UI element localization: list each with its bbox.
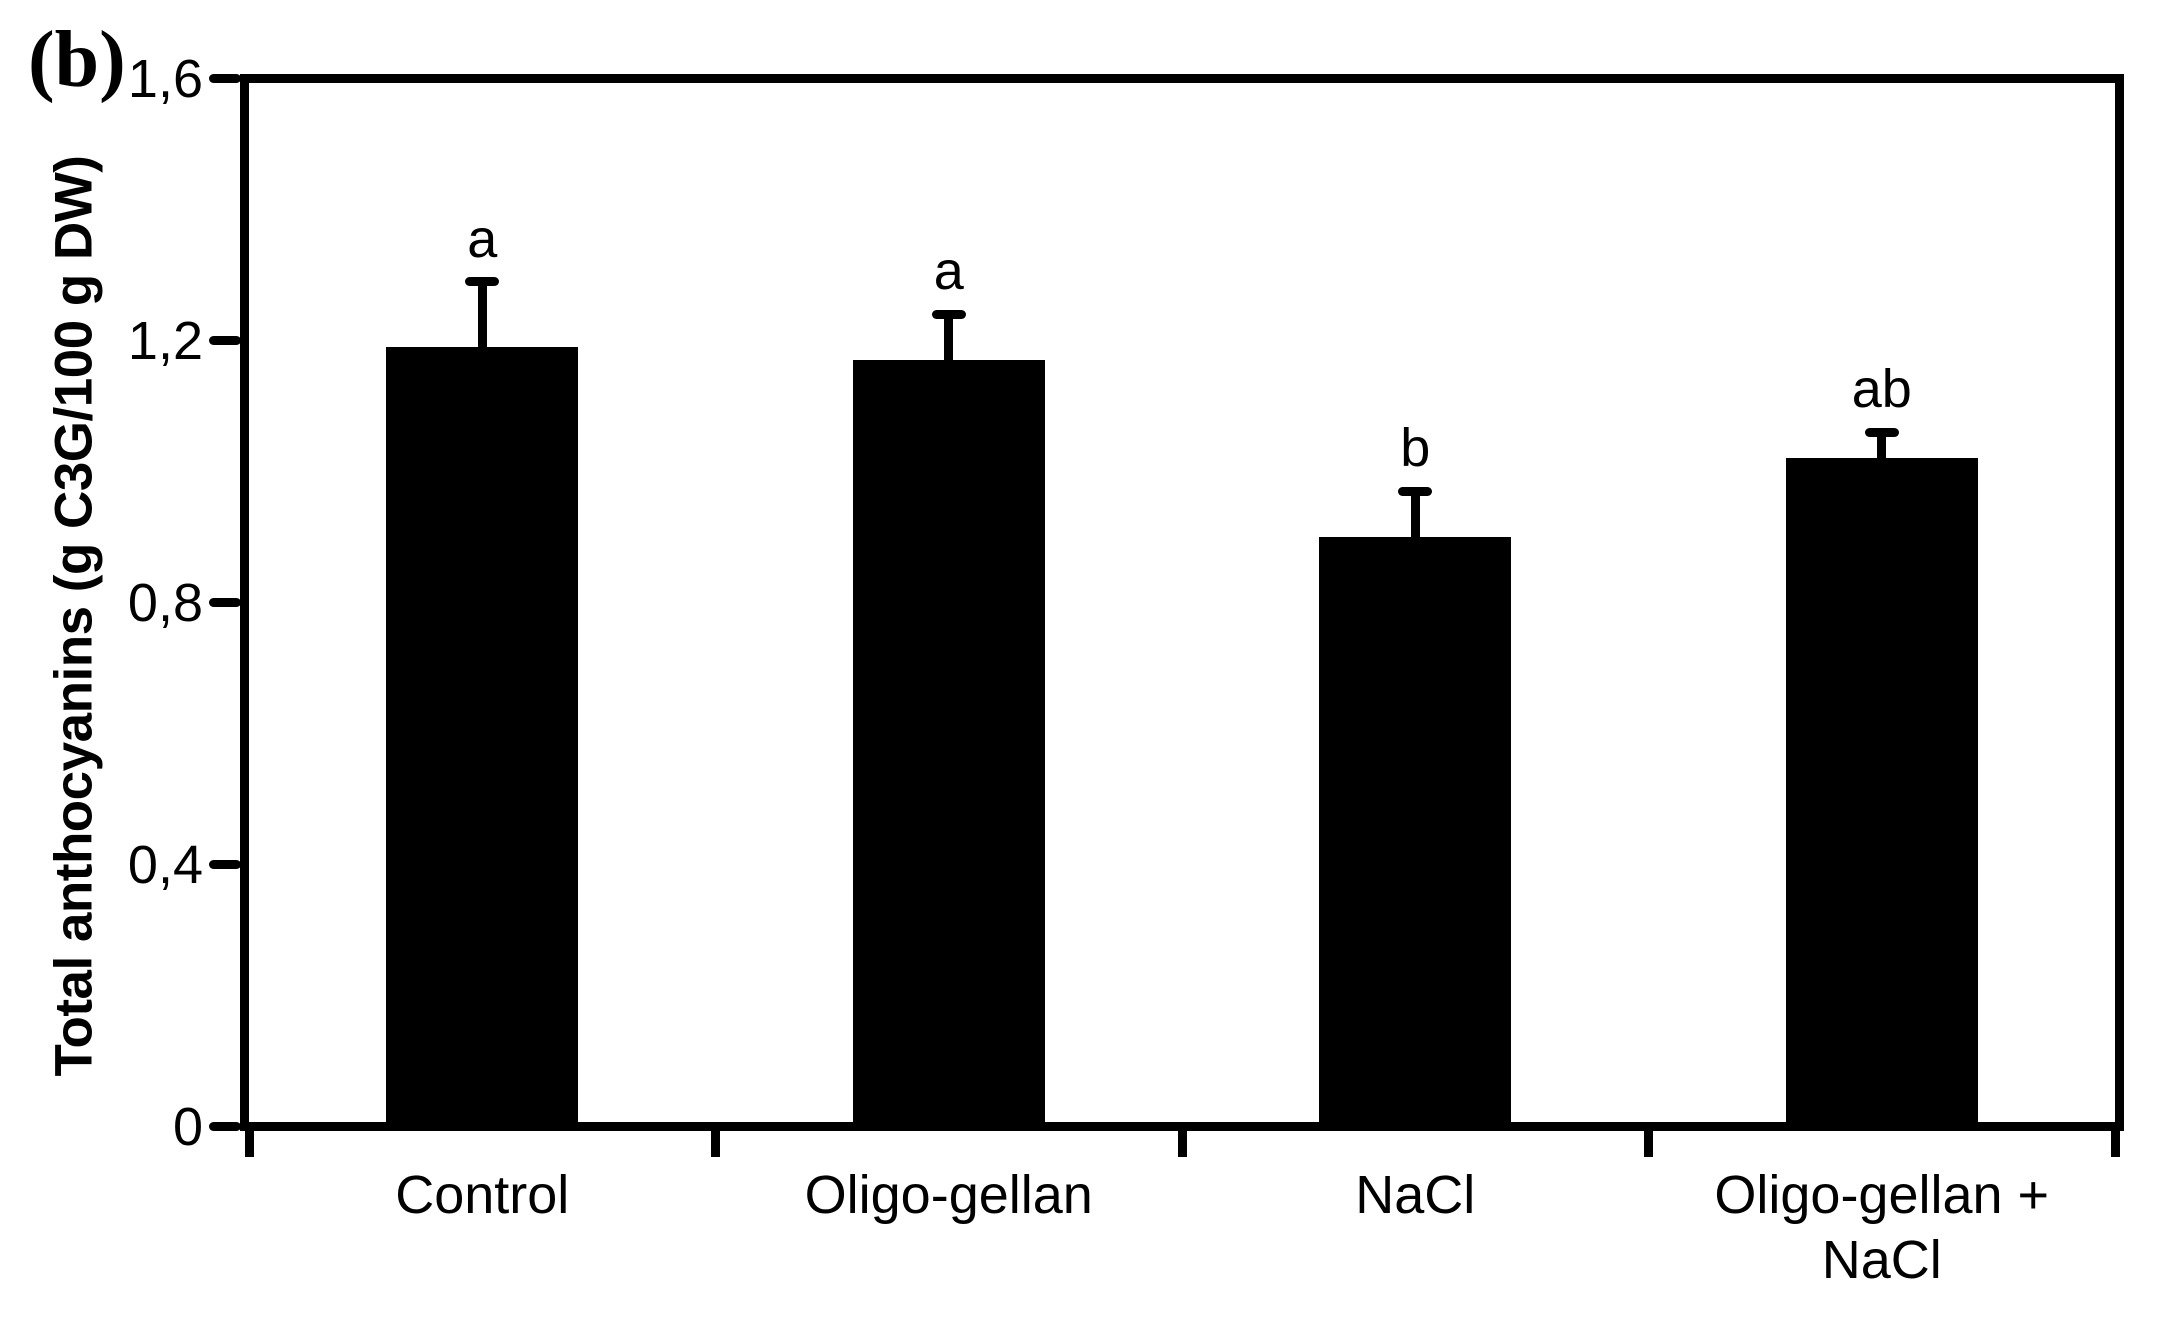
- x-boundary-tick: [1177, 1131, 1187, 1157]
- x-boundary-tick: [711, 1131, 720, 1157]
- sig-letter: a: [467, 208, 498, 269]
- error-bar-stem: [944, 314, 954, 361]
- x-category-label: Oligo-gellan + NaCl: [1714, 1165, 2050, 1290]
- error-bar-stem: [477, 281, 487, 348]
- bar: [386, 347, 579, 1122]
- y-tick: [209, 860, 241, 869]
- y-tick-label: 1,2: [127, 310, 203, 371]
- x-category-label: Control: [395, 1165, 570, 1225]
- x-boundary-tick: [1644, 1131, 1653, 1157]
- error-bar-cap: [1864, 427, 1899, 437]
- x-category-label: Oligo-gellan: [804, 1165, 1093, 1225]
- y-tick: [209, 336, 241, 345]
- y-tick-label: 1,6: [127, 48, 203, 109]
- y-tick: [209, 1122, 241, 1131]
- error-bar-cap: [465, 277, 500, 287]
- error-bar-stem: [1410, 491, 1420, 537]
- plot-area: 0 0,4 0,8 1,2 1,6 a Control a Oligo-gellan b NaCl a…: [128, 49, 2124, 1290]
- sig-letter: b: [1400, 418, 1431, 479]
- y-tick-label: 0,8: [127, 572, 203, 633]
- y-tick-label: 0: [172, 1096, 203, 1157]
- bar: [1319, 537, 1512, 1122]
- sig-letter: ab: [1851, 359, 1912, 420]
- y-tick-label: 0,4: [127, 834, 203, 895]
- bar: [852, 360, 1045, 1122]
- y-tick: [209, 74, 241, 83]
- error-bar-stem: [1877, 432, 1887, 459]
- panel-label: (b): [28, 16, 126, 104]
- bar: [1785, 458, 1978, 1122]
- sig-letter: a: [933, 241, 964, 302]
- error-bar-cap: [1398, 486, 1433, 496]
- error-bar-cap: [931, 309, 966, 319]
- x-boundary-tick: [244, 1131, 254, 1157]
- x-boundary-tick: [2110, 1131, 2120, 1157]
- y-tick: [209, 598, 241, 607]
- x-category-label: NaCl: [1355, 1165, 1476, 1225]
